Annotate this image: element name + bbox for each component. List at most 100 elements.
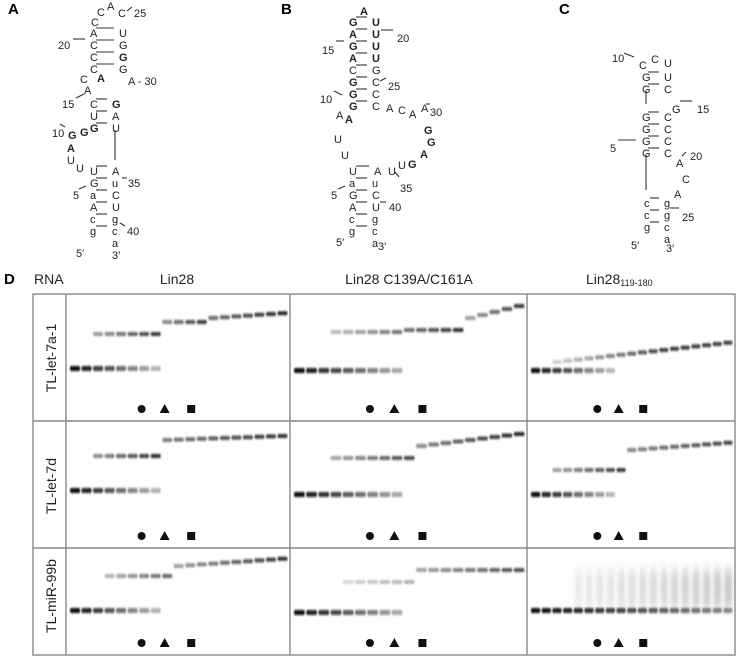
nucleotide: U: [372, 17, 380, 29]
nucleotide: A: [409, 109, 417, 121]
square-marker: [187, 639, 196, 647]
panel-d-label: D: [4, 271, 15, 288]
nucleotide: G: [119, 40, 128, 52]
nucleotide: G: [119, 64, 128, 76]
square-marker: [187, 532, 196, 540]
nucleotide: C: [651, 54, 659, 66]
nucleotide: g: [372, 214, 378, 226]
nucleotide: U: [76, 163, 84, 175]
nucleotide: G: [349, 41, 358, 53]
nucleotide: g: [90, 226, 96, 238]
nucleotide: A: [107, 1, 115, 13]
nucleotide: A: [421, 103, 429, 115]
nucleotide: G: [68, 130, 77, 142]
position-number: 15: [697, 104, 709, 116]
column-header-lin28: Lin28: [160, 271, 194, 287]
nucleotide: A: [374, 166, 382, 178]
position-number: 40: [389, 202, 401, 214]
gel-0-0: [70, 311, 288, 413]
gel-2-2: [531, 570, 733, 647]
position-number: 35: [128, 178, 140, 190]
nucleotide: C: [90, 64, 98, 76]
nucleotide: U: [67, 155, 75, 167]
nucleotide: a: [112, 238, 119, 250]
nucleotide: G: [372, 65, 381, 77]
nucleotide: A: [112, 166, 120, 178]
panel-d-gels: D RNA Lin28 Lin28 C139A/C161A Lin28119-1…: [4, 271, 736, 656]
panel-b-bonds: [333, 16, 430, 227]
square-marker: [187, 405, 196, 413]
triangle-marker: [613, 638, 624, 647]
triangle-marker: [389, 531, 400, 540]
nucleotide: A: [90, 28, 98, 40]
nucleotide: c: [644, 198, 650, 210]
position-number: 3′: [378, 241, 386, 253]
nucleotide: C: [80, 74, 88, 86]
gel-frame: [32, 293, 736, 656]
nucleotide: u: [112, 178, 118, 190]
svg-text:TL-let-7d: TL-let-7d: [43, 458, 59, 514]
nucleotide: A: [676, 158, 684, 170]
nucleotide: u: [372, 178, 378, 190]
row-label-mir-99b: TL-miR-99b: [43, 559, 59, 633]
nucleotide: c: [644, 210, 650, 222]
nucleotide: C: [682, 174, 690, 186]
nucleotide: G: [349, 101, 358, 113]
nucleotide: a: [664, 234, 671, 246]
nucleotide: A: [84, 85, 92, 97]
position-number: 5: [73, 190, 79, 202]
nucleotide: U: [112, 123, 120, 135]
triangle-marker: [159, 638, 170, 647]
position-number: 30: [430, 107, 442, 119]
panel-c-position-numbers: 10 15 5 20 25 5′ 3′: [610, 53, 709, 255]
nucleotide: c: [112, 226, 118, 238]
column-header-lin28-mutant: Lin28 C139A/C161A: [345, 271, 473, 287]
nucleotide: g: [349, 226, 355, 238]
nucleotide: U: [119, 28, 127, 40]
nucleotide: C: [664, 84, 672, 96]
nucleotide: G: [90, 178, 99, 190]
nucleotide: c: [664, 222, 670, 234]
nucleotide: G: [119, 52, 128, 64]
nucleotide: g: [664, 198, 670, 210]
nucleotide: c: [90, 214, 96, 226]
position-number: 40: [127, 226, 139, 238]
nucleotide: G: [427, 137, 436, 149]
circle-marker: [137, 639, 146, 647]
nucleotide: A: [349, 202, 357, 214]
nucleotide: a: [349, 178, 356, 190]
nucleotide: g: [644, 222, 650, 234]
rna-corner-label: RNA: [34, 271, 64, 287]
circle-marker: [137, 532, 146, 540]
nucleotide: A: [67, 143, 75, 155]
position-number: 15: [62, 99, 74, 111]
nucleotide: A: [90, 202, 98, 214]
nucleotide: c: [372, 226, 378, 238]
position-number: 3′: [666, 243, 674, 255]
svg-text:TL-miR-99b: TL-miR-99b: [43, 559, 59, 633]
nucleotide: G: [642, 124, 651, 136]
gel-0-1: [294, 304, 525, 413]
nucleotide: A: [97, 73, 105, 85]
triangle-marker: [159, 531, 170, 540]
nucleotide: C: [664, 136, 672, 148]
circle-marker: [137, 405, 146, 413]
nucleotide: A: [360, 6, 368, 18]
position-number: 35: [400, 183, 412, 195]
panel-b-position-numbers: 20 15 25 10 30 35 5 40 5′ 3′: [320, 33, 442, 253]
circle-marker: [593, 639, 602, 647]
position-number: 15: [322, 45, 334, 57]
nucleotide: a: [90, 190, 97, 202]
position-number: 25: [388, 81, 400, 93]
gel-0-2: [531, 340, 733, 413]
triangle-marker: [389, 404, 400, 413]
gel-1-2: [531, 440, 733, 540]
position-number: 25: [134, 8, 146, 20]
nucleotide: G: [642, 112, 651, 124]
